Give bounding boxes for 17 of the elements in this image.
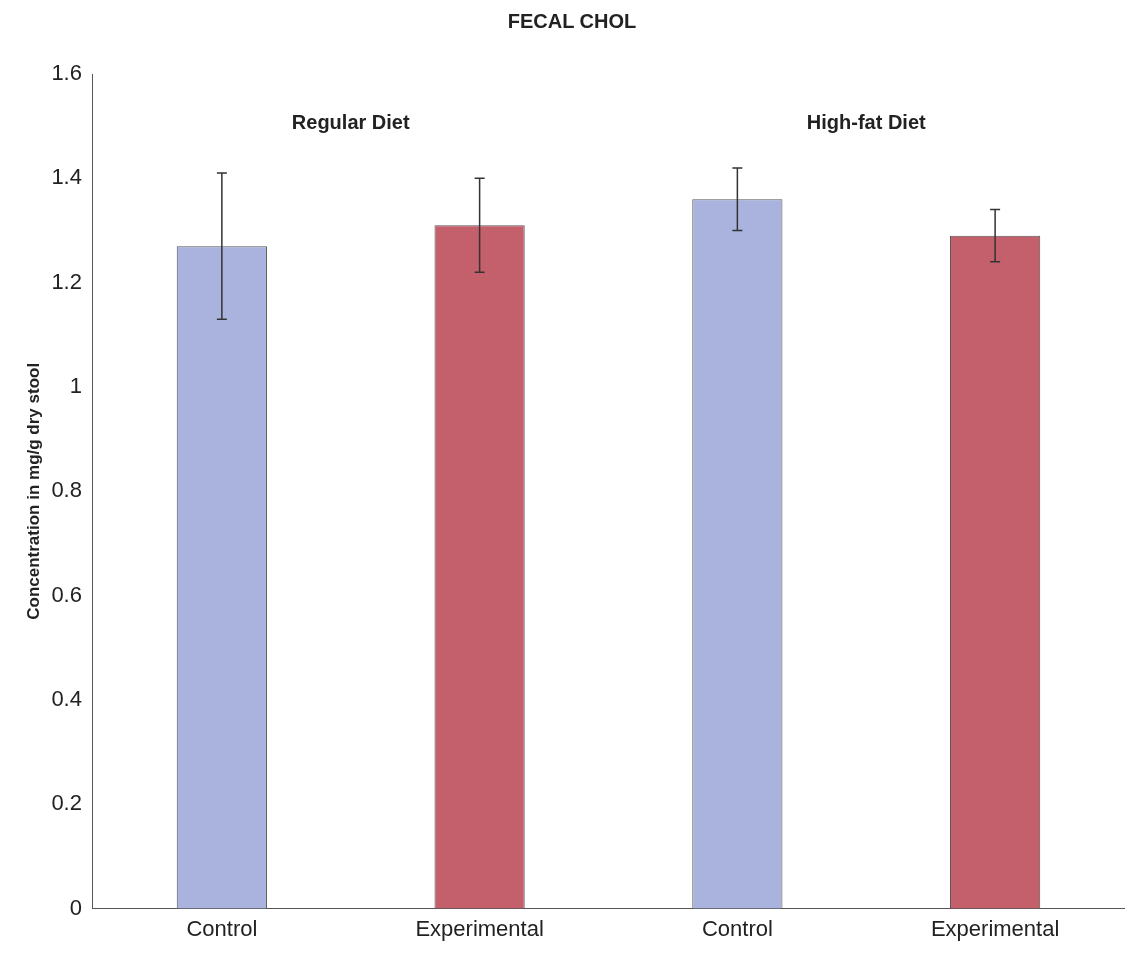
annotation: High-fat Diet	[806, 111, 927, 133]
x-tick-label: Experimental	[415, 915, 544, 941]
chart-title: FECAL CHOL	[507, 9, 637, 32]
y-tick-label: 0.8	[51, 477, 82, 503]
x-tick-label: Control	[701, 915, 773, 941]
y-tick-label: 1.2	[51, 268, 82, 294]
y-axis-title: Concentration in mg/g dry stool	[23, 362, 43, 620]
x-tick-label: Control	[186, 915, 258, 941]
y-tick-label: 1	[69, 373, 82, 399]
y-tick-label: 0.2	[51, 790, 82, 816]
y-tick-label: 0.6	[51, 581, 82, 607]
annotation: Regular Diet	[291, 111, 410, 133]
y-tick-label: 0	[69, 894, 82, 920]
x-tick-label: Experimental	[930, 915, 1060, 941]
y-tick-label: 1.6	[51, 60, 82, 86]
y-tick-label: 0.4	[51, 686, 82, 712]
y-tick-label: 1.4	[51, 164, 82, 190]
